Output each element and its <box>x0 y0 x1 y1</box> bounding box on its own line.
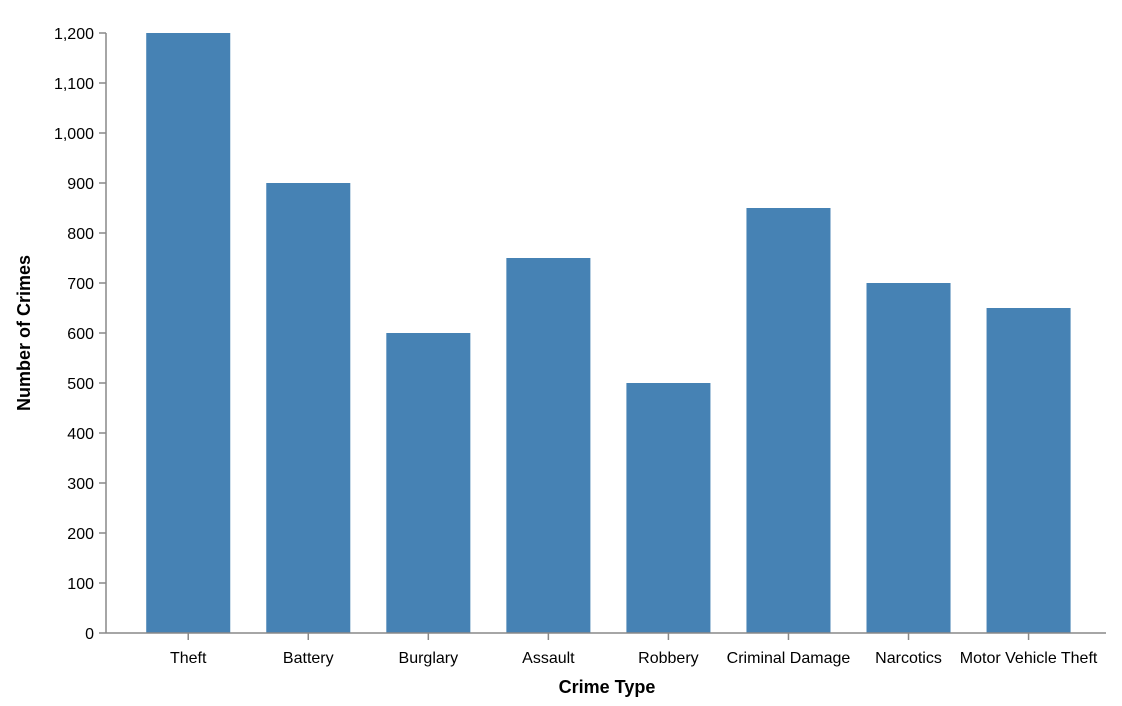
bar <box>386 333 471 633</box>
y-tick-label: 1,200 <box>54 26 94 43</box>
y-tick-label: 0 <box>85 626 94 643</box>
y-tick-label: 300 <box>67 476 94 493</box>
bar <box>266 183 351 633</box>
x-axis-title: Crime Type <box>559 677 656 697</box>
bar <box>746 208 831 633</box>
y-tick-label: 700 <box>67 276 94 293</box>
y-tick-label: 100 <box>67 576 94 593</box>
x-axis: Theft Battery Burglary Assault Robbery Crimin… <box>106 632 1106 667</box>
y-tick-label: 500 <box>67 376 94 393</box>
bar <box>506 258 591 633</box>
y-axis-title: Number of Crimes <box>14 255 34 411</box>
x-tick-label: Theft <box>170 650 207 667</box>
bar <box>866 283 951 633</box>
y-tick-label: 900 <box>67 176 94 193</box>
x-tick-label: Battery <box>283 650 334 667</box>
y-tick-label: 800 <box>67 226 94 243</box>
y-tick-label: 600 <box>67 326 94 343</box>
y-tick-label: 400 <box>67 426 94 443</box>
y-axis: 0 100 200 300 400 500 600 700 800 900 1,000 1,100 1,… <box>54 26 107 643</box>
x-tick-label: Narcotics <box>875 650 942 667</box>
x-tick-label: Robbery <box>638 650 698 667</box>
bar <box>626 383 711 633</box>
bar <box>986 308 1071 633</box>
y-tick-label: 200 <box>67 526 94 543</box>
y-tick-label: 1,100 <box>54 76 94 93</box>
x-tick-label: Criminal Damage <box>727 650 851 667</box>
x-tick-label: Motor Vehicle Theft <box>960 650 1098 667</box>
y-tick-label: 1,000 <box>54 126 94 143</box>
x-tick-label: Assault <box>522 650 575 667</box>
bars <box>146 33 1071 633</box>
bar <box>146 33 231 633</box>
x-tick-label: Burglary <box>399 650 459 667</box>
